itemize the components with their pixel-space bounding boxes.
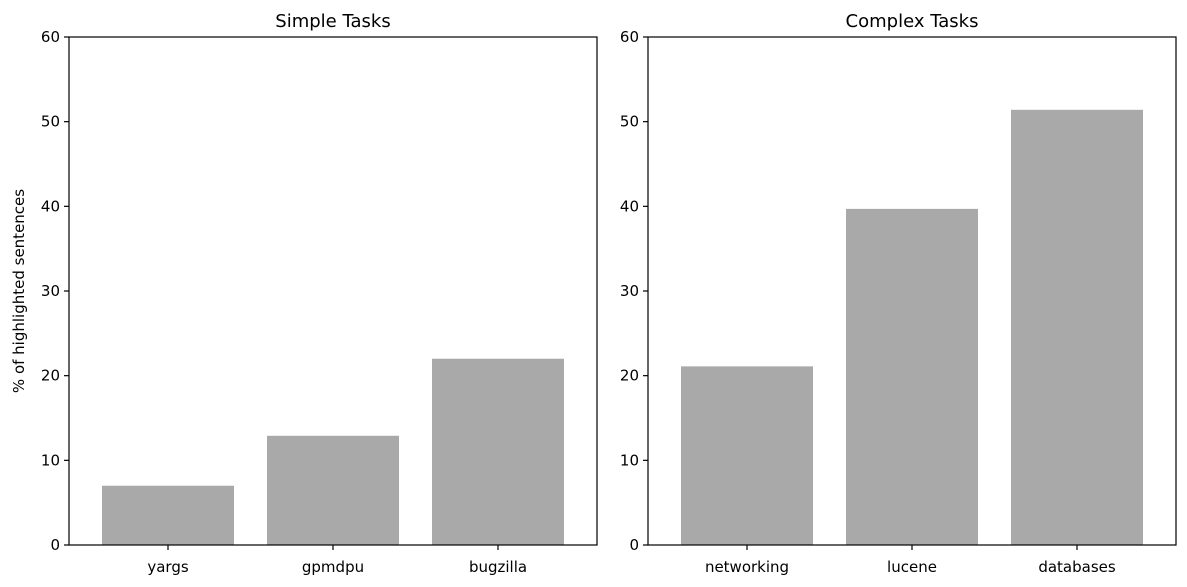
plot-frame — [647, 36, 1177, 546]
chart-title: Complex Tasks — [846, 11, 979, 32]
y-tick-label: 40 — [620, 197, 639, 215]
x-tick-label: yargs — [147, 558, 188, 576]
chart-title: Simple Tasks — [275, 11, 390, 32]
x-tick-label: bugzilla — [469, 558, 527, 576]
x-tick-label: networking — [705, 558, 789, 576]
x-tick-label: gpmdpu — [302, 558, 364, 576]
y-tick-label: 20 — [620, 367, 639, 385]
y-tick-label: 50 — [41, 113, 60, 131]
y-tick-label: 0 — [50, 536, 60, 554]
y-tick-label: 50 — [620, 113, 639, 131]
bar-networking — [681, 366, 813, 545]
bar-yargs — [102, 485, 234, 545]
y-tick-label: 60 — [41, 28, 60, 46]
y-tick-label: 30 — [620, 282, 639, 300]
bar-lucene — [846, 208, 978, 545]
y-tick-label: 10 — [620, 451, 639, 469]
y-tick-label: 60 — [620, 28, 639, 46]
x-tick-label: databases — [1038, 558, 1116, 576]
y-tick-label: 0 — [629, 536, 639, 554]
y-tick-label: 30 — [41, 282, 60, 300]
y-tick-label: 20 — [41, 367, 60, 385]
chart-panel-1: yargs gpmdpu bugzilla 0 10 20 30 40 50 60 Simple T… — [10, 11, 598, 576]
y-axis-label: % of highlighted sentences — [10, 189, 28, 393]
bar-gpmdpu — [267, 435, 399, 545]
bar-databases — [1011, 109, 1143, 546]
plot-frame — [68, 36, 598, 546]
x-tick-label: lucene — [887, 558, 937, 576]
bar-bugzilla — [432, 358, 564, 545]
y-tick-label: 10 — [41, 451, 60, 469]
y-tick-label: 40 — [41, 197, 60, 215]
chart-panel-2: networking lucene databases 0 10 20 30 40 50 60 Co… — [620, 11, 1177, 576]
